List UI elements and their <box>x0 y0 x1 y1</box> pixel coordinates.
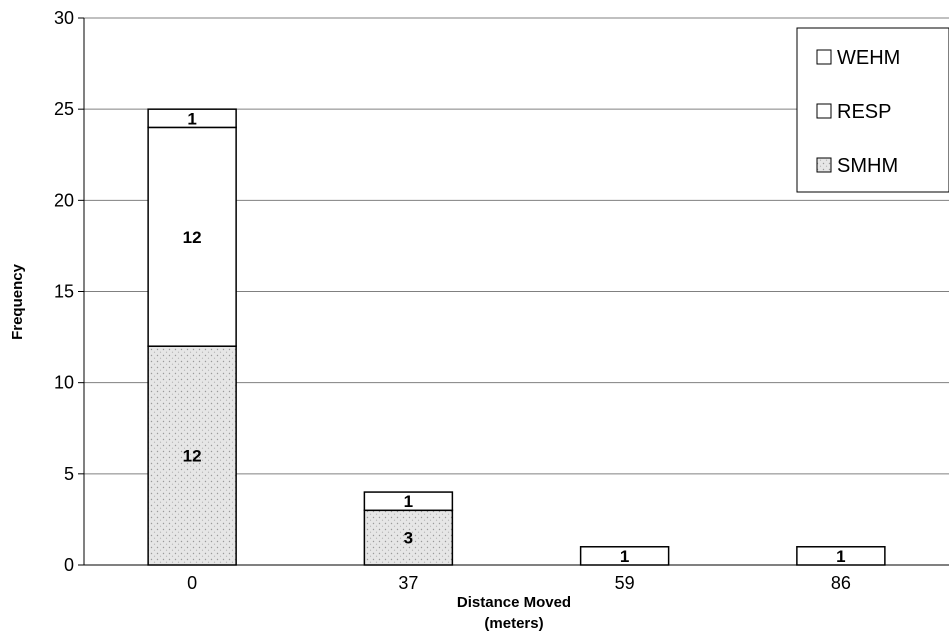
legend-swatch-smhm <box>816 157 832 173</box>
y-tick-label-20: 20 <box>54 190 74 210</box>
y-tick-label-5: 5 <box>64 464 74 484</box>
axes: 0 5 10 15 20 25 30 0 37 59 86 <box>54 8 949 593</box>
x-tick-label-0: 0 <box>187 573 197 593</box>
data-label-wehm-86: 1 <box>836 547 845 566</box>
y-tick-label-25: 25 <box>54 99 74 119</box>
bar-wehm-0 <box>147 108 237 129</box>
y-tick-label-30: 30 <box>54 8 74 28</box>
y-tick-label-0: 0 <box>64 555 74 575</box>
data-label-smhm-0: 12 <box>183 447 202 466</box>
data-label-wehm-37: 1 <box>404 492 413 511</box>
y-tick-label-15: 15 <box>54 282 74 302</box>
x-tick-label-37: 37 <box>398 573 418 593</box>
bar-resp-0 <box>147 126 237 347</box>
data-label-smhm-37: 3 <box>404 529 413 548</box>
bars <box>147 108 886 566</box>
data-label-resp-0: 12 <box>183 228 202 247</box>
x-tick-label-86: 86 <box>831 573 851 593</box>
y-tick-label-10: 10 <box>54 373 74 393</box>
x-axis-title-line2: (meters) <box>484 615 543 632</box>
legend-label-resp: RESP <box>837 101 891 123</box>
x-axis-title-line1: Distance Moved <box>457 594 571 611</box>
legend: WEHM RESP SMHM <box>796 27 949 193</box>
data-label-wehm-0: 1 <box>187 109 196 128</box>
legend-label-smhm: SMHM <box>837 155 898 177</box>
x-tick-label-59: 59 <box>615 573 635 593</box>
y-axis-title: Frequency <box>9 263 26 340</box>
legend-label-wehm: WEHM <box>837 47 900 69</box>
bar-wehm-37 <box>363 491 454 512</box>
legend-swatch-wehm <box>816 49 832 65</box>
data-label-wehm-59: 1 <box>620 547 629 566</box>
data-labels: 12 12 1 3 1 1 1 <box>183 109 846 566</box>
legend-swatch-resp <box>816 103 832 119</box>
